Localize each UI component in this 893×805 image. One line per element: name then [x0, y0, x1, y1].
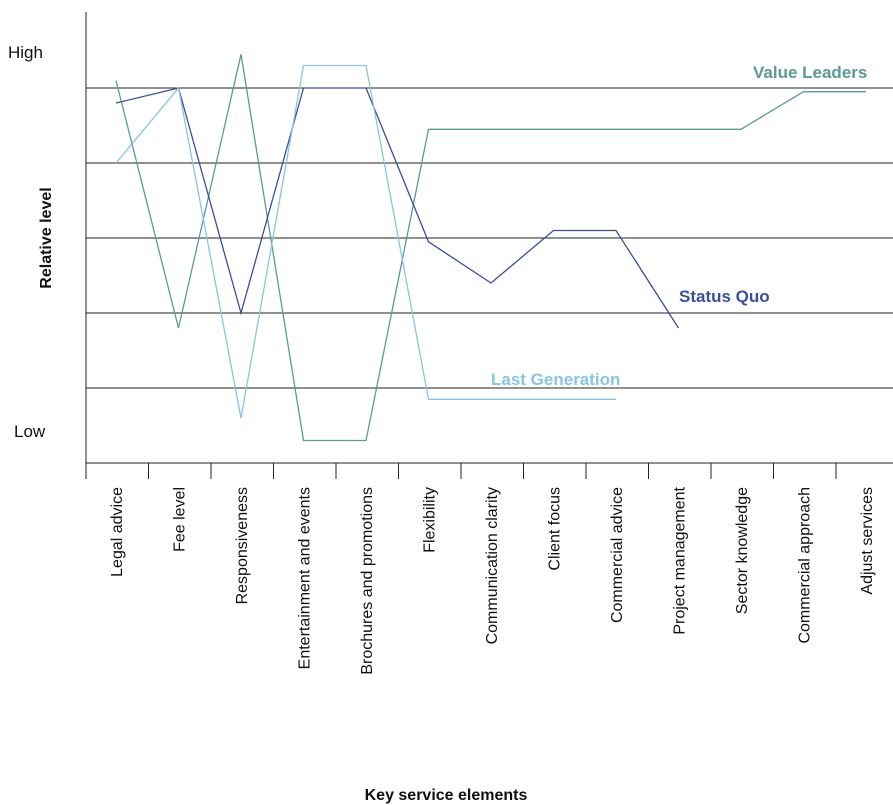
x-axis-title: Key service elements	[365, 787, 528, 804]
x-tick-label: Fee level	[172, 487, 189, 552]
x-tick-labels: Legal advice Fee level Responsiveness Enter…	[109, 486, 876, 674]
x-tick-label: Entertainment and events	[297, 487, 314, 669]
series-lines	[115, 54, 866, 442]
x-tick-label: Sector knowledge	[734, 487, 751, 614]
x-tick-label: Client focus	[547, 487, 564, 571]
x-tick-label: Communication clarity	[484, 487, 501, 644]
x-tick-label: Flexibility	[422, 487, 439, 553]
y-tick-label-low: Low	[14, 422, 46, 441]
x-tick-label: Adjust services	[859, 487, 876, 595]
series-line-last-generation	[115, 64, 616, 419]
x-tick-label: Legal advice	[109, 487, 126, 577]
series-label-last-generation: Last Generation	[491, 370, 620, 389]
y-axis-title: Relative level	[38, 187, 55, 288]
series-line-status-quo	[115, 87, 680, 329]
series-labels: Value Leaders Status Quo Last Generation	[491, 63, 867, 389]
x-tick-label: Commercial approach	[797, 487, 814, 644]
y-tick-label-high: High	[8, 43, 43, 62]
x-tick-label: Responsiveness	[234, 487, 251, 604]
series-label-status-quo: Status Quo	[679, 287, 770, 306]
x-tick-label: Project management	[672, 486, 689, 634]
series-label-value-leaders: Value Leaders	[753, 63, 867, 82]
x-tick-label: Brochures and promotions	[359, 487, 376, 675]
x-axis-ticks	[85, 463, 837, 479]
series-line-value-leaders	[115, 54, 866, 442]
x-tick-label: Commercial advice	[609, 487, 626, 623]
